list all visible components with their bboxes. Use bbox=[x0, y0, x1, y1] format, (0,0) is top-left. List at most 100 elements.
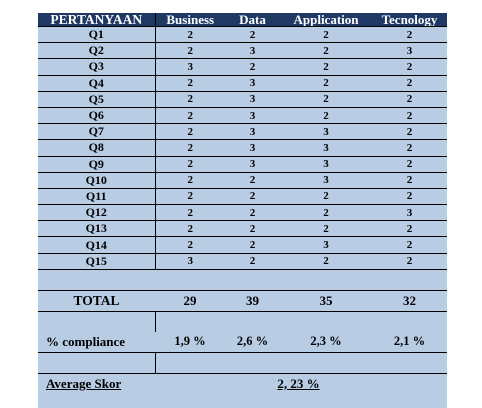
total-label: TOTAL bbox=[38, 290, 155, 312]
table-row: Q5 2 3 2 2 bbox=[38, 91, 447, 108]
cell-tecnology: 2 bbox=[372, 220, 447, 238]
total-row: TOTAL 29 39 35 32 bbox=[38, 290, 447, 312]
cell-tecnology: 2 bbox=[372, 75, 447, 92]
header-row: PERTANYAAN Business Data Application Tec… bbox=[38, 13, 447, 27]
cell-question: Q3 bbox=[38, 58, 156, 76]
cell-application: 2 bbox=[280, 188, 372, 206]
header-cell-application: Application bbox=[280, 13, 372, 27]
cell-question: Q5 bbox=[38, 91, 156, 108]
cell-question: Q14 bbox=[38, 236, 156, 254]
cell-data: 2 bbox=[225, 26, 280, 44]
score-table-container: PERTANYAAN Business Data Application Tec… bbox=[38, 13, 447, 408]
cell-business: 2 bbox=[155, 123, 225, 141]
cell-application: 3 bbox=[280, 236, 372, 254]
header-cell-tecnology: Tecnology bbox=[372, 13, 447, 27]
cell-question: Q4 bbox=[38, 75, 156, 92]
cell-business: 2 bbox=[155, 75, 225, 92]
compliance-application: 2,3 % bbox=[280, 331, 372, 353]
cell-application: 3 bbox=[280, 139, 372, 157]
blank-row bbox=[38, 311, 447, 332]
compliance-data: 2,6 % bbox=[225, 331, 280, 353]
cell-business: 2 bbox=[155, 26, 225, 44]
cell-question: Q9 bbox=[38, 156, 156, 173]
cell-business: 2 bbox=[155, 139, 225, 157]
blank-row bbox=[38, 352, 447, 374]
cell-tecnology: 2 bbox=[372, 91, 447, 108]
cell-data: 3 bbox=[225, 42, 280, 60]
cell-question: Q11 bbox=[38, 188, 156, 206]
header-cell-business: Business bbox=[155, 13, 225, 27]
cell-application: 2 bbox=[280, 220, 372, 238]
header-cell-data: Data bbox=[225, 13, 280, 27]
table-row: Q13 2 2 2 2 bbox=[38, 220, 447, 238]
total-application: 35 bbox=[280, 290, 372, 312]
cell-data: 3 bbox=[225, 91, 280, 108]
cell-tecnology: 2 bbox=[372, 26, 447, 44]
average-label: Average Skor bbox=[46, 375, 122, 391]
cell-application: 2 bbox=[280, 75, 372, 92]
cell-application: 2 bbox=[280, 42, 372, 60]
cell-business: 2 bbox=[155, 204, 225, 222]
cell-application: 3 bbox=[280, 172, 372, 189]
table-row: Q14 2 2 3 2 bbox=[38, 236, 447, 254]
total-business: 29 bbox=[155, 290, 225, 312]
cell-question: Q13 bbox=[38, 220, 156, 238]
cell-tecnology: 2 bbox=[372, 58, 447, 76]
cell-data: 3 bbox=[225, 75, 280, 92]
cell-tecnology: 3 bbox=[372, 204, 447, 222]
cell-business: 2 bbox=[155, 156, 225, 173]
cell-application: 3 bbox=[280, 123, 372, 141]
cell-business: 2 bbox=[155, 188, 225, 206]
cell-question: Q10 bbox=[38, 172, 156, 189]
table-row: Q2 2 3 2 3 bbox=[38, 42, 447, 60]
cell-application: 3 bbox=[280, 156, 372, 173]
table-row: Q6 2 3 2 2 bbox=[38, 107, 447, 125]
total-data: 39 bbox=[225, 290, 280, 312]
average-value: 2, 23 % bbox=[277, 375, 320, 391]
cell-business: 2 bbox=[155, 107, 225, 125]
cell-data: 3 bbox=[225, 156, 280, 173]
cell-question: Q6 bbox=[38, 107, 156, 125]
cell-tecnology: 2 bbox=[372, 123, 447, 141]
compliance-tecnology: 2,1 % bbox=[372, 331, 447, 353]
score-table: PERTANYAAN Business Data Application Tec… bbox=[38, 13, 447, 392]
cell-data: 2 bbox=[225, 172, 280, 189]
cell-application: 2 bbox=[280, 26, 372, 44]
cell-application: 2 bbox=[280, 253, 372, 270]
cell-question: Q2 bbox=[38, 42, 156, 60]
cell-data: 2 bbox=[225, 236, 280, 254]
cell-data: 3 bbox=[225, 107, 280, 125]
table-row: Q9 2 3 3 2 bbox=[38, 156, 447, 173]
cell-business: 3 bbox=[155, 253, 225, 270]
cell-application: 2 bbox=[280, 204, 372, 222]
table-row: Q10 2 2 3 2 bbox=[38, 172, 447, 189]
cell-question: Q15 bbox=[38, 253, 156, 270]
compliance-label: % compliance bbox=[38, 331, 155, 353]
cell-question: Q8 bbox=[38, 139, 156, 157]
compliance-business: 1,9 % bbox=[155, 331, 225, 353]
cell-business: 2 bbox=[155, 42, 225, 60]
cell-data: 2 bbox=[225, 188, 280, 206]
cell-tecnology: 2 bbox=[372, 139, 447, 157]
average-row: Average Skor 2, 23 % bbox=[38, 373, 447, 392]
cell-question: Q7 bbox=[38, 123, 156, 141]
cell-business: 2 bbox=[155, 236, 225, 254]
cell-question: Q1 bbox=[38, 26, 156, 44]
table-row: Q3 3 2 2 2 bbox=[38, 58, 447, 76]
cell-question: Q12 bbox=[38, 204, 156, 222]
cell-business: 2 bbox=[155, 91, 225, 108]
cell-data: 3 bbox=[225, 139, 280, 157]
cell-tecnology: 3 bbox=[372, 42, 447, 60]
cell-data: 2 bbox=[225, 253, 280, 270]
table-row: Q12 2 2 2 3 bbox=[38, 204, 447, 222]
table-row: Q1 2 2 2 2 bbox=[38, 26, 447, 44]
cell-application: 2 bbox=[280, 91, 372, 108]
cell-tecnology: 2 bbox=[372, 156, 447, 173]
cell-data: 2 bbox=[225, 58, 280, 76]
cell-tecnology: 2 bbox=[372, 236, 447, 254]
table-row: Q7 2 3 3 2 bbox=[38, 123, 447, 141]
header-cell-pertanyaan: PERTANYAAN bbox=[38, 13, 156, 27]
cell-tecnology: 2 bbox=[372, 188, 447, 206]
total-tecnology: 32 bbox=[372, 290, 447, 312]
table-row: Q15 3 2 2 2 bbox=[38, 253, 447, 270]
